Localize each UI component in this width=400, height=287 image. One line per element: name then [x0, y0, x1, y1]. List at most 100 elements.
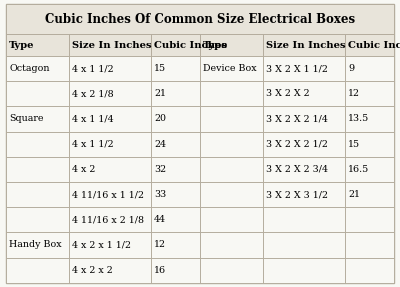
Bar — [6, 81, 69, 106]
Text: 4 11/16 x 1 1/2: 4 11/16 x 1 1/2 — [72, 190, 144, 199]
Text: 20: 20 — [154, 115, 166, 123]
Bar — [6, 157, 69, 182]
Bar — [263, 81, 345, 106]
Bar — [200, 81, 263, 106]
Text: 4 x 2 x 1 1/2: 4 x 2 x 1 1/2 — [72, 241, 131, 249]
Bar — [151, 81, 200, 106]
Bar — [69, 106, 151, 131]
Bar — [69, 34, 151, 56]
Text: 16.5: 16.5 — [348, 165, 369, 174]
Bar — [345, 157, 394, 182]
Text: 3 X 2 X 2 1/2: 3 X 2 X 2 1/2 — [266, 140, 328, 149]
Bar — [263, 157, 345, 182]
Text: Type: Type — [9, 41, 35, 50]
Bar — [200, 182, 263, 207]
Text: 3 X 2 X 2 1/4: 3 X 2 X 2 1/4 — [266, 115, 328, 123]
Bar — [6, 207, 69, 232]
Bar — [200, 34, 263, 56]
Text: 12: 12 — [348, 89, 360, 98]
Text: 33: 33 — [154, 190, 166, 199]
Text: Handy Box: Handy Box — [9, 241, 62, 249]
Bar — [6, 182, 69, 207]
Bar — [345, 106, 394, 131]
Bar — [151, 131, 200, 157]
Text: Cubic Inches: Cubic Inches — [348, 41, 400, 50]
Text: 3 X 2 X 2: 3 X 2 X 2 — [266, 89, 310, 98]
Text: Octagon: Octagon — [9, 64, 50, 73]
Text: 44: 44 — [154, 215, 166, 224]
Bar — [151, 56, 200, 81]
Bar — [345, 131, 394, 157]
Bar — [69, 81, 151, 106]
Bar — [345, 257, 394, 283]
Bar — [263, 207, 345, 232]
Text: 21: 21 — [348, 190, 360, 199]
Bar — [151, 257, 200, 283]
Bar — [200, 232, 263, 257]
Bar — [69, 232, 151, 257]
Text: Size In Inches: Size In Inches — [266, 41, 346, 50]
Bar — [151, 232, 200, 257]
Text: 4 x 1 1/2: 4 x 1 1/2 — [72, 140, 114, 149]
Text: Type: Type — [203, 41, 229, 50]
Text: 16: 16 — [154, 265, 166, 275]
Text: 9: 9 — [348, 64, 354, 73]
Text: 4 11/16 x 2 1/8: 4 11/16 x 2 1/8 — [72, 215, 144, 224]
Bar — [345, 81, 394, 106]
Bar — [6, 232, 69, 257]
Bar — [6, 106, 69, 131]
Bar — [263, 257, 345, 283]
Bar — [200, 157, 263, 182]
Bar — [263, 34, 345, 56]
Bar — [69, 56, 151, 81]
Text: 3 X 2 X 1 1/2: 3 X 2 X 1 1/2 — [266, 64, 328, 73]
Bar — [263, 131, 345, 157]
Text: 15: 15 — [348, 140, 360, 149]
Text: 3 X 2 X 2 3/4: 3 X 2 X 2 3/4 — [266, 165, 328, 174]
Text: Size In Inches: Size In Inches — [72, 41, 152, 50]
Text: 24: 24 — [154, 140, 166, 149]
Bar — [6, 56, 69, 81]
Bar — [263, 232, 345, 257]
Text: 21: 21 — [154, 89, 166, 98]
Bar — [151, 157, 200, 182]
Text: 4 x 1 1/4: 4 x 1 1/4 — [72, 115, 114, 123]
Text: 32: 32 — [154, 165, 166, 174]
Bar — [200, 131, 263, 157]
Bar — [263, 106, 345, 131]
Bar — [69, 257, 151, 283]
Bar — [6, 34, 69, 56]
Text: Device Box: Device Box — [203, 64, 257, 73]
Bar — [200, 207, 263, 232]
Text: 3 X 2 X 3 1/2: 3 X 2 X 3 1/2 — [266, 190, 328, 199]
Text: 4 x 2 1/8: 4 x 2 1/8 — [72, 89, 114, 98]
Bar — [151, 106, 200, 131]
Text: Cubic Inches: Cubic Inches — [154, 41, 227, 50]
Bar — [263, 56, 345, 81]
Bar — [6, 4, 394, 34]
Bar — [6, 257, 69, 283]
Bar — [69, 131, 151, 157]
Bar — [345, 207, 394, 232]
Bar — [69, 182, 151, 207]
Bar — [200, 106, 263, 131]
Text: 15: 15 — [154, 64, 166, 73]
Text: 4 x 1 1/2: 4 x 1 1/2 — [72, 64, 114, 73]
Bar — [345, 34, 394, 56]
Text: Cubic Inches Of Common Size Electrical Boxes: Cubic Inches Of Common Size Electrical B… — [45, 13, 355, 26]
Bar — [69, 207, 151, 232]
Bar — [263, 182, 345, 207]
Bar — [345, 56, 394, 81]
Text: 4 x 2: 4 x 2 — [72, 165, 96, 174]
Text: Square: Square — [9, 115, 44, 123]
Bar — [345, 232, 394, 257]
Bar — [151, 207, 200, 232]
Text: 13.5: 13.5 — [348, 115, 369, 123]
Bar — [6, 131, 69, 157]
Text: 12: 12 — [154, 241, 166, 249]
Bar — [200, 257, 263, 283]
Text: 4 x 2 x 2: 4 x 2 x 2 — [72, 265, 113, 275]
Bar — [69, 157, 151, 182]
Bar — [151, 34, 200, 56]
Bar — [151, 182, 200, 207]
